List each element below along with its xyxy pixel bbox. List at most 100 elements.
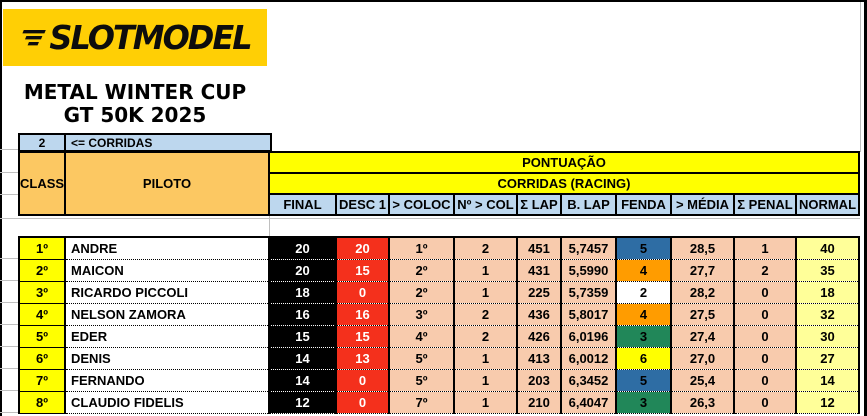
cell-coloc[interactable]: 1º	[388, 236, 455, 260]
cell-final[interactable]: 20	[268, 236, 337, 260]
cell-slap[interactable]: 413	[516, 346, 562, 370]
cell-fenda[interactable]: 2	[615, 280, 672, 304]
cell-media[interactable]: 28,2	[670, 280, 735, 304]
cell-coloc[interactable]: 4º	[388, 324, 455, 348]
cell-ncol[interactable]: 1	[453, 258, 518, 282]
cell-fenda[interactable]: 3	[615, 390, 672, 414]
cell-class[interactable]: 5º	[18, 324, 66, 348]
cell-normal[interactable]: 14	[795, 368, 860, 392]
cell-piloto[interactable]: EDER	[64, 324, 270, 348]
cell-media[interactable]: 26,3	[670, 390, 735, 414]
cell-desc1[interactable]: 20	[335, 236, 390, 260]
cell-penal[interactable]: 0	[733, 324, 797, 348]
cell-ncol[interactable]: 1	[453, 390, 518, 414]
header-piloto[interactable]: PILOTO	[64, 151, 270, 216]
cell-piloto[interactable]: CLAUDIO FIDELIS	[64, 390, 270, 414]
cell-ncol[interactable]: 1	[453, 346, 518, 370]
cell-class[interactable]: 7º	[18, 368, 66, 392]
cell-ncol[interactable]: 1	[453, 368, 518, 392]
cell-fenda[interactable]: 5	[615, 368, 672, 392]
cell-desc1[interactable]: 0	[335, 390, 390, 414]
cell-blap[interactable]: 6,0196	[560, 324, 617, 348]
cell-final[interactable]: 20	[268, 258, 337, 282]
cell-penal[interactable]: 0	[733, 390, 797, 414]
cell-blap[interactable]: 6,0012	[560, 346, 617, 370]
cell-ncol[interactable]: 2	[453, 236, 518, 260]
cell-blap[interactable]: 6,3452	[560, 368, 617, 392]
cell-fenda[interactable]: 4	[615, 258, 672, 282]
cell-fenda[interactable]: 3	[615, 324, 672, 348]
cell-piloto[interactable]: RICARDO PICCOLI	[64, 280, 270, 304]
cell-coloc[interactable]: 7º	[388, 390, 455, 414]
cell-class[interactable]: 6º	[18, 346, 66, 370]
cell-normal[interactable]: 32	[795, 302, 860, 326]
header-corridas-racing[interactable]: CORRIDAS (RACING)	[268, 172, 860, 195]
header-pontuacao[interactable]: PONTUAÇÃO	[268, 151, 860, 174]
cell-final[interactable]: 16	[268, 302, 337, 326]
cell-normal[interactable]: 18	[795, 280, 860, 304]
cell-coloc[interactable]: 2º	[388, 280, 455, 304]
cell-media[interactable]: 27,5	[670, 302, 735, 326]
cell-media[interactable]: 28,5	[670, 236, 735, 260]
cell-class[interactable]: 8º	[18, 390, 66, 414]
cell-coloc[interactable]: 5º	[388, 346, 455, 370]
header-col-fenda[interactable]: FENDA	[615, 193, 672, 216]
cell-final[interactable]: 15	[268, 324, 337, 348]
cell-ncol[interactable]: 1	[453, 280, 518, 304]
header-col-media[interactable]: > MÉDIA	[670, 193, 735, 216]
header-col-ncol[interactable]: Nº > COL	[453, 193, 518, 216]
cell-fenda[interactable]: 5	[615, 236, 672, 260]
cell-ncol[interactable]: 2	[453, 324, 518, 348]
cell-penal[interactable]: 0	[733, 346, 797, 370]
cell-desc1[interactable]: 0	[335, 280, 390, 304]
cell-slap[interactable]: 225	[516, 280, 562, 304]
header-col-coloc[interactable]: > COLOC	[388, 193, 455, 216]
races-count-label[interactable]: <= CORRIDAS	[64, 133, 272, 152]
header-col-normal[interactable]: NORMAL	[795, 193, 860, 216]
cell-class[interactable]: 4º	[18, 302, 66, 326]
cell-final[interactable]: 14	[268, 346, 337, 370]
cell-penal[interactable]: 0	[733, 302, 797, 326]
cell-coloc[interactable]: 3º	[388, 302, 455, 326]
cell-piloto[interactable]: DENIS	[64, 346, 270, 370]
cell-piloto[interactable]: NELSON ZAMORA	[64, 302, 270, 326]
cell-class[interactable]: 2º	[18, 258, 66, 282]
cell-ncol[interactable]: 2	[453, 302, 518, 326]
cell-slap[interactable]: 436	[516, 302, 562, 326]
cell-slap[interactable]: 210	[516, 390, 562, 414]
cell-fenda[interactable]: 6	[615, 346, 672, 370]
cell-penal[interactable]: 0	[733, 368, 797, 392]
cell-piloto[interactable]: FERNANDO	[64, 368, 270, 392]
cell-class[interactable]: 3º	[18, 280, 66, 304]
cell-normal[interactable]: 27	[795, 346, 860, 370]
cell-final[interactable]: 12	[268, 390, 337, 414]
cell-media[interactable]: 27,7	[670, 258, 735, 282]
header-col-blap[interactable]: B. LAP	[560, 193, 617, 216]
header-col-slap[interactable]: Σ LAP	[516, 193, 562, 216]
cell-class[interactable]: 1º	[18, 236, 66, 260]
cell-final[interactable]: 18	[268, 280, 337, 304]
cell-desc1[interactable]: 15	[335, 258, 390, 282]
cell-blap[interactable]: 5,7457	[560, 236, 617, 260]
cell-slap[interactable]: 203	[516, 368, 562, 392]
cell-blap[interactable]: 5,7359	[560, 280, 617, 304]
cell-normal[interactable]: 12	[795, 390, 860, 414]
cell-desc1[interactable]: 16	[335, 302, 390, 326]
cell-blap[interactable]: 5,8017	[560, 302, 617, 326]
cell-normal[interactable]: 35	[795, 258, 860, 282]
cell-piloto[interactable]: MAICON	[64, 258, 270, 282]
header-col-desc1[interactable]: DESC 1	[335, 193, 390, 216]
header-col-final[interactable]: FINAL	[268, 193, 337, 216]
cell-normal[interactable]: 40	[795, 236, 860, 260]
cell-desc1[interactable]: 15	[335, 324, 390, 348]
cell-media[interactable]: 25,4	[670, 368, 735, 392]
cell-blap[interactable]: 5,5990	[560, 258, 617, 282]
cell-media[interactable]: 27,4	[670, 324, 735, 348]
header-col-penal[interactable]: Σ PENAL	[733, 193, 797, 216]
races-count-cell[interactable]: 2	[18, 133, 66, 152]
cell-media[interactable]: 27,0	[670, 346, 735, 370]
cell-blap[interactable]: 6,4047	[560, 390, 617, 414]
cell-slap[interactable]: 451	[516, 236, 562, 260]
header-class[interactable]: CLASS	[18, 151, 66, 216]
cell-penal[interactable]: 1	[733, 236, 797, 260]
